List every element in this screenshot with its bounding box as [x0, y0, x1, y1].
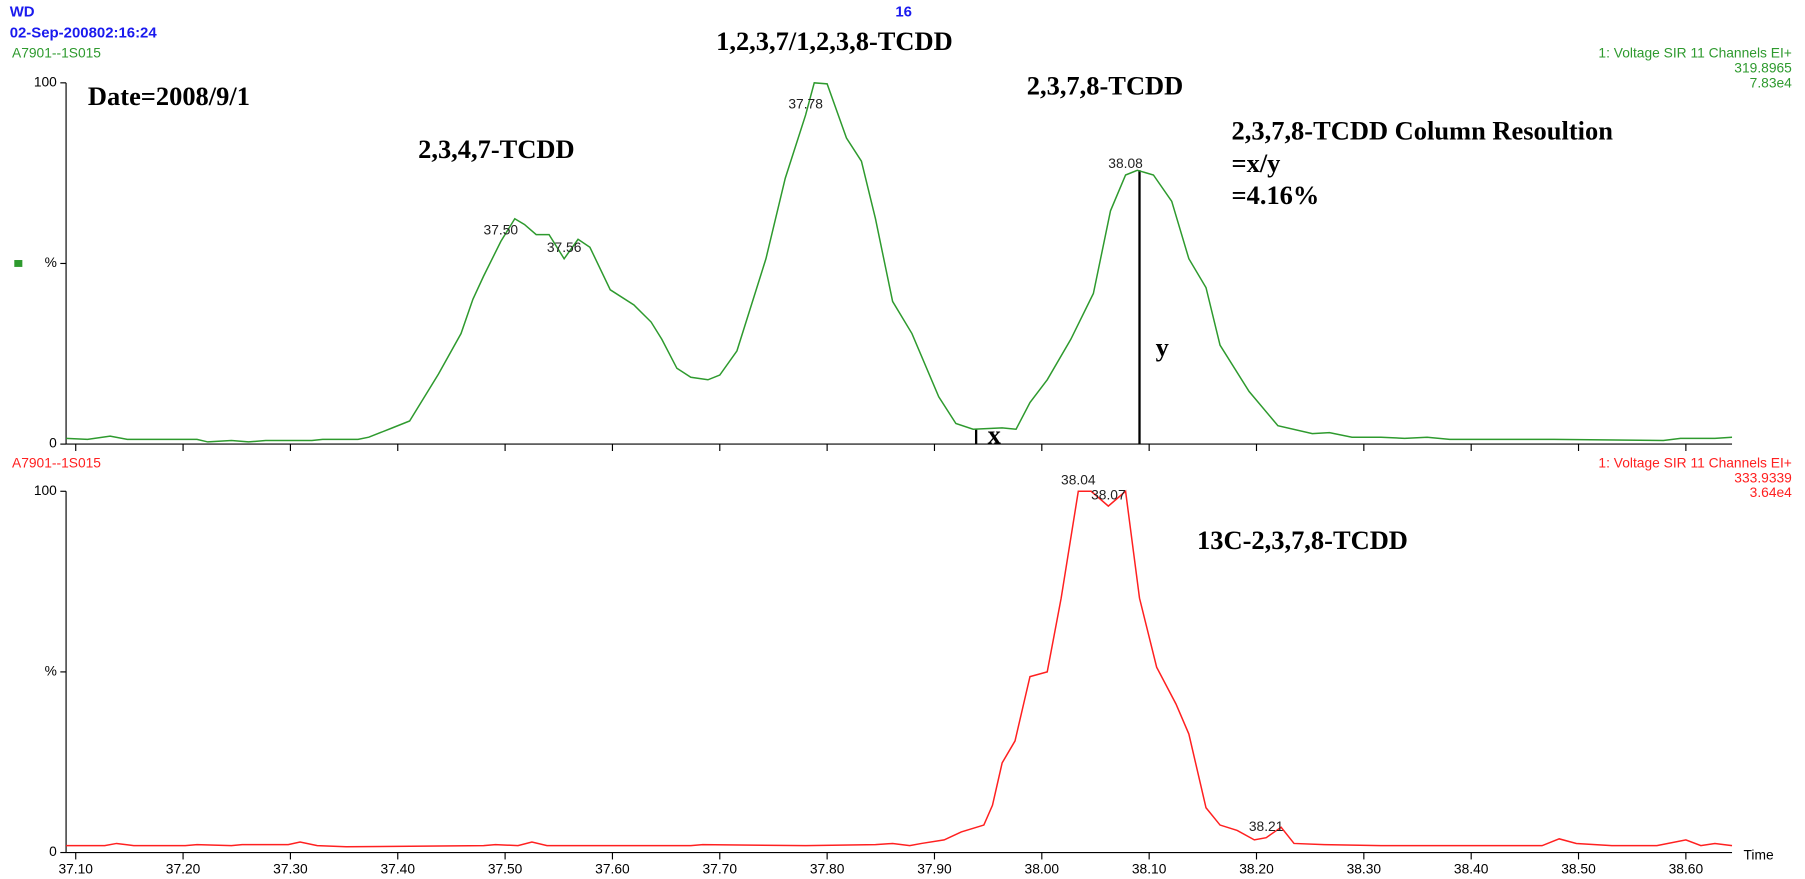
header-date: 02-Sep-200802:16:24 [10, 24, 158, 41]
x-tick-label: 37.30 [273, 861, 308, 876]
annotation: x [988, 419, 1002, 449]
x-tick-label: 37.60 [595, 861, 630, 876]
x-tick-label: 37.50 [488, 861, 523, 876]
y-tick-label: 0 [49, 436, 57, 451]
x-axis-label: Time [1744, 848, 1774, 863]
y-tick-label: 100 [34, 483, 57, 498]
x-tick-label: 37.70 [703, 861, 738, 876]
trace-intensity: 7.83e4 [1750, 76, 1793, 91]
y-tick-label: % [45, 255, 57, 270]
y-tick-label: 100 [34, 74, 57, 89]
annotation: Date=2008/9/1 [88, 81, 250, 111]
header-title: WD [10, 4, 35, 21]
x-tick-label: 37.90 [917, 861, 952, 876]
x-tick-label: 38.60 [1669, 861, 1704, 876]
annotation: 2,3,4,7-TCDD [418, 134, 575, 164]
annotation: =4.16% [1232, 180, 1320, 210]
trace-description: 1: Voltage SIR 11 Channels EI+ [1598, 46, 1791, 61]
x-tick-label: 38.20 [1239, 861, 1274, 876]
annotation: y [1156, 332, 1169, 362]
x-tick-label: 38.50 [1561, 861, 1596, 876]
x-tick-label: 37.40 [380, 861, 415, 876]
trace-name: A7901--1S015 [12, 46, 101, 61]
trace-line [66, 489, 1733, 848]
x-tick-label: 37.10 [58, 861, 93, 876]
header-scan: 16 [895, 4, 912, 21]
peak-label: 37.56 [547, 240, 582, 255]
x-tick-label: 38.40 [1454, 861, 1489, 876]
peak-label: 38.21 [1249, 819, 1284, 834]
trace-intensity: 3.64e4 [1750, 485, 1793, 500]
x-tick-label: 38.30 [1347, 861, 1382, 876]
channel-marker [14, 260, 23, 267]
x-tick-label: 37.80 [810, 861, 845, 876]
annotation: =x/y [1232, 148, 1281, 178]
peak-label: 37.50 [484, 223, 519, 238]
annotation: 2,3,7,8-TCDD [1027, 71, 1184, 101]
peak-label: 38.07 [1091, 487, 1126, 502]
y-tick-label: % [45, 664, 57, 679]
trace-line [66, 82, 1733, 443]
peak-label: 37.78 [788, 96, 823, 111]
annotation: 2,3,7,8-TCDD Column Resoultion [1232, 116, 1614, 146]
x-tick-label: 37.20 [166, 861, 201, 876]
annotation: 13C-2,3,7,8-TCDD [1197, 525, 1408, 555]
trace-mass: 319.8965 [1734, 61, 1792, 76]
trace-description: 1: Voltage SIR 11 Channels EI+ [1598, 455, 1791, 470]
trace-name: A7901--1S015 [12, 455, 101, 470]
y-tick-label: 0 [49, 844, 57, 859]
x-tick-label: 38.00 [1025, 861, 1060, 876]
annotation: 1,2,3,7/1,2,3,8-TCDD [716, 26, 953, 56]
x-tick-label: 38.10 [1132, 861, 1167, 876]
peak-label: 38.08 [1108, 156, 1143, 171]
peak-label: 38.04 [1061, 473, 1096, 488]
trace-mass: 333.9339 [1734, 470, 1792, 485]
